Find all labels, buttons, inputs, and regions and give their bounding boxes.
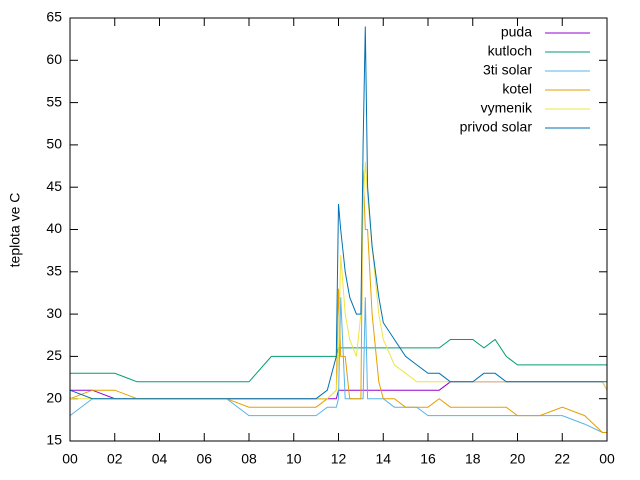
y-tick-label: 25 — [46, 347, 62, 363]
plot-frame — [69, 17, 608, 442]
legend-label: vymenik — [481, 100, 533, 116]
x-tick-label: 08 — [241, 451, 257, 467]
y-axis-label: teplota ve C — [7, 193, 23, 268]
y-tick-label: 30 — [46, 305, 62, 321]
y-tick-label: 50 — [46, 136, 62, 152]
legend-label: kutloch — [488, 43, 532, 59]
x-tick-label: 06 — [196, 451, 212, 467]
legend-label: puda — [501, 24, 532, 40]
legend-label: privod solar — [460, 119, 533, 135]
y-tick-label: 60 — [46, 51, 62, 67]
legend-label: kotel — [502, 81, 532, 97]
x-tick-label: 04 — [152, 451, 168, 467]
x-tick-label: 10 — [286, 451, 302, 467]
x-tick-label: 02 — [107, 451, 123, 467]
x-tick-label: 22 — [554, 451, 570, 467]
legend-label: 3ti solar — [483, 62, 532, 78]
y-tick-label: 40 — [46, 220, 62, 236]
y-tick-label: 65 — [46, 9, 62, 25]
x-tick-label: 18 — [465, 451, 481, 467]
x-tick-label: 00 — [62, 451, 78, 467]
y-tick-label: 35 — [46, 263, 62, 279]
x-tick-label: 16 — [420, 451, 436, 467]
x-tick-label: 00 — [599, 451, 615, 467]
y-tick-label: 15 — [46, 432, 62, 448]
data-line — [69, 26, 607, 400]
x-tick-label: 14 — [375, 451, 391, 467]
x-tick-label: 12 — [331, 451, 347, 467]
x-tick-label: 20 — [510, 451, 526, 467]
y-tick-label: 45 — [46, 178, 62, 194]
y-tick-label: 55 — [46, 93, 62, 109]
y-tick-label: 20 — [46, 389, 62, 405]
